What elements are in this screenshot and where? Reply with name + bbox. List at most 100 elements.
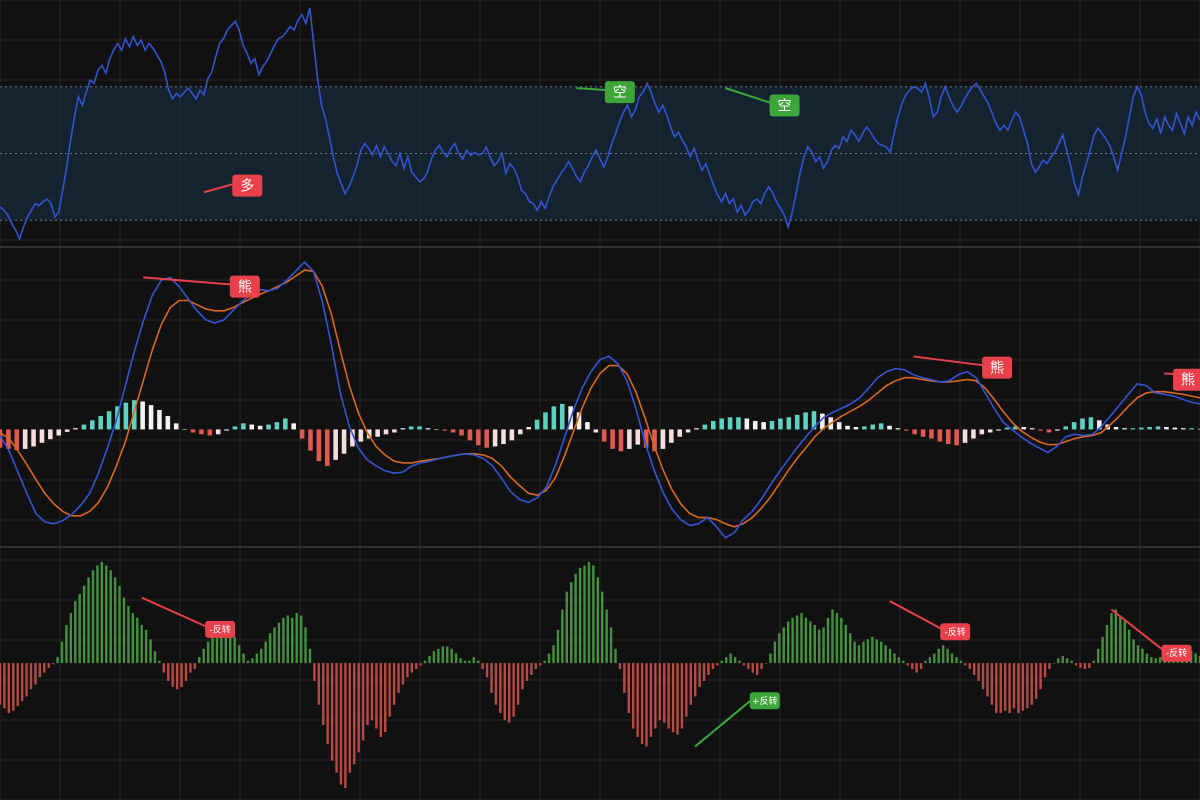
- histogram-bar: [1122, 428, 1127, 430]
- momentum-bar: [189, 663, 192, 673]
- momentum-bar: [153, 651, 157, 664]
- momentum-bar: [1034, 663, 1038, 699]
- momentum-bar: [384, 663, 387, 733]
- momentum-bar: [175, 663, 179, 690]
- histogram-bar: [299, 429, 305, 439]
- histogram-bar: [669, 429, 674, 443]
- histogram-bar: [1046, 429, 1052, 433]
- momentum-bar: [964, 663, 967, 666]
- momentum-bar: [636, 663, 639, 737]
- momentum-bar: [60, 641, 64, 664]
- histogram-bar: [912, 429, 917, 435]
- momentum-bar: [574, 573, 577, 664]
- histogram-bar: [627, 429, 632, 449]
- momentum-bar: [1026, 663, 1029, 709]
- momentum-bar: [1052, 663, 1056, 664]
- momentum-bar: [578, 567, 582, 664]
- momentum-bar: [605, 609, 608, 664]
- histogram-bar: [207, 429, 213, 436]
- divergence-line: [694, 698, 754, 748]
- histogram-bar: [1189, 428, 1194, 430]
- histogram-bar: [761, 422, 766, 430]
- momentum-bar: [835, 613, 839, 664]
- momentum-bar: [198, 657, 201, 664]
- momentum-bar: [432, 651, 436, 664]
- momentum-bar: [392, 663, 396, 705]
- divergence-line: [143, 276, 233, 286]
- macd-panel[interactable]: 熊熊熊: [0, 261, 1200, 539]
- histogram-bar: [945, 429, 951, 445]
- momentum-bar: [397, 663, 400, 693]
- histogram-bar: [341, 429, 347, 454]
- momentum-bar: [277, 622, 281, 664]
- histogram-bar: [694, 428, 699, 430]
- momentum-bar: [1088, 663, 1091, 668]
- histogram-bar: [820, 413, 825, 430]
- histogram-bar: [904, 429, 909, 431]
- momentum-bar: [375, 663, 378, 729]
- momentum-bar: [893, 653, 896, 664]
- momentum-bar: [211, 636, 214, 664]
- annotation-badge: [604, 81, 635, 104]
- momentum-bar: [406, 663, 409, 678]
- momentum-bar: [999, 663, 1002, 714]
- momentum-bar: [357, 663, 360, 753]
- annotation-label: 熊: [990, 361, 1004, 377]
- histogram-bar: [1180, 428, 1186, 430]
- histogram-bar: [274, 422, 280, 430]
- histogram-bar: [459, 429, 464, 436]
- momentum-bar: [220, 627, 223, 664]
- momentum-bar: [366, 663, 369, 725]
- momentum-bar: [609, 627, 613, 664]
- divergence-line: [141, 596, 209, 629]
- histogram-bar: [736, 417, 741, 430]
- momentum-bar: [733, 657, 737, 664]
- momentum-bar: [640, 663, 644, 745]
- momentum-bar: [910, 663, 914, 670]
- momentum-bar: [937, 648, 940, 664]
- momentum-bar: [361, 663, 365, 741]
- histogram-bar: [1097, 420, 1102, 430]
- histogram-bar: [744, 418, 750, 430]
- momentum-bar: [47, 663, 50, 668]
- momentum-bar: [167, 663, 170, 681]
- momentum-bar: [760, 663, 763, 670]
- price-panel[interactable]: 多空空: [0, 7, 1200, 242]
- momentum-bar: [977, 663, 980, 681]
- momentum-bar: [724, 657, 728, 664]
- momentum-bar: [1141, 648, 1144, 664]
- momentum-bar: [711, 663, 715, 670]
- momentum-bar: [162, 663, 166, 673]
- momentum-bar: [485, 663, 489, 678]
- price-line: [0, 7, 1200, 242]
- momentum-bar: [614, 648, 617, 664]
- momentum-bar: [503, 663, 507, 721]
- momentum-bar: [282, 617, 285, 664]
- momentum-bar: [924, 660, 927, 664]
- annotation-label: 空: [613, 85, 627, 101]
- momentum-bar: [941, 645, 945, 664]
- momentum-bar: [955, 657, 958, 664]
- histogram-bar: [131, 400, 137, 430]
- momentum-bar: [840, 617, 843, 664]
- histogram-bar: [929, 429, 934, 439]
- momentum-bar: [592, 565, 595, 664]
- momentum-bar: [437, 648, 440, 664]
- momentum-bar: [246, 660, 250, 664]
- histogram-bar: [148, 405, 154, 430]
- momentum-bar: [707, 663, 710, 675]
- histogram-bar: [442, 429, 448, 431]
- annotation-badge: [982, 356, 1013, 379]
- histogram-bar: [996, 429, 1001, 431]
- momentum-bar: [995, 663, 998, 714]
- momentum-bar: [1030, 663, 1033, 705]
- momentum-bar: [1194, 653, 1197, 664]
- histogram-bar: [702, 424, 708, 430]
- momentum-bar: [813, 625, 816, 664]
- histogram-bar: [887, 425, 892, 430]
- momentum-panel[interactable]: -反转 +反转 -反转 -反转: [0, 561, 1200, 789]
- histogram-bar: [585, 422, 590, 430]
- momentum-bar: [556, 629, 560, 664]
- histogram-bar: [727, 417, 733, 430]
